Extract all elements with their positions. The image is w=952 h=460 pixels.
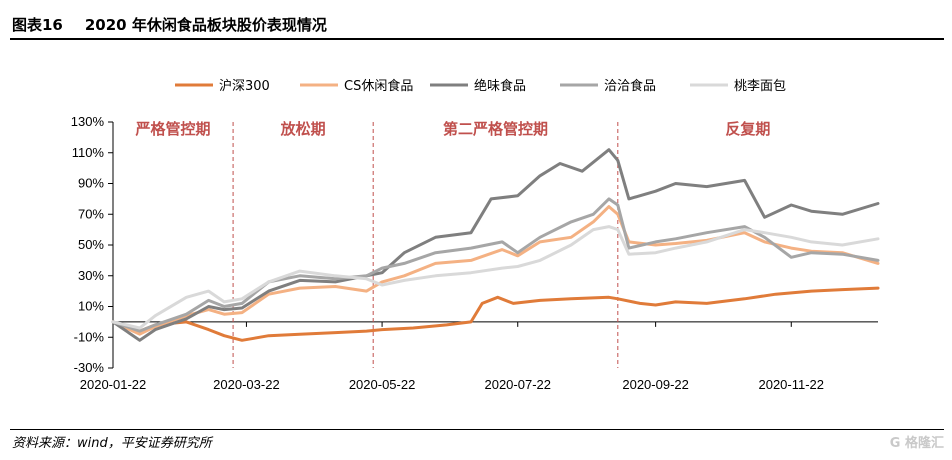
source-note: 资料来源：wind，平安证券研究所	[12, 436, 212, 451]
series-line	[111, 286, 880, 342]
legend-label: 沪深300	[219, 78, 270, 94]
legend-label: 洽洽食品	[604, 78, 656, 94]
source-rule	[10, 429, 944, 430]
figure-title: 图表16 2020 年休闲食品板块股价表现情况	[12, 14, 327, 35]
watermark-logo: G 格隆汇	[889, 436, 944, 451]
figure-title-text: 2020 年休闲食品板块股价表现情况	[84, 16, 327, 34]
y-tick-label: 50%	[78, 237, 104, 252]
figure-number: 图表16	[12, 16, 63, 34]
series-line	[111, 205, 880, 336]
phase-label: 第二严格管控期	[443, 120, 548, 138]
title-rule	[10, 38, 944, 40]
x-tick-label: 2020-09-22	[622, 377, 689, 392]
y-tick-label: 30%	[78, 268, 104, 283]
series-line	[111, 225, 880, 330]
y-tick-label: 90%	[78, 176, 104, 191]
x-tick-label: 2020-05-22	[349, 377, 416, 392]
x-tick-label: 2020-11-22	[758, 377, 824, 392]
y-tick-label: 130%	[71, 114, 105, 129]
x-tick-label: 2020-01-22	[80, 377, 147, 392]
y-tick-label: -10%	[74, 329, 105, 344]
legend-label: 绝味食品	[474, 78, 526, 94]
phase-label: 严格管控期	[135, 120, 211, 138]
x-tick-label: 2020-03-22	[213, 377, 280, 392]
y-tick-label: 70%	[78, 206, 104, 221]
legend-label: CS休闲食品	[344, 78, 413, 94]
y-tick-label: 10%	[78, 299, 104, 314]
y-tick-label: 110%	[72, 145, 105, 160]
x-tick-label: 2020-07-22	[484, 377, 551, 392]
phase-label: 放松期	[280, 120, 326, 138]
phase-label: 反复期	[725, 120, 770, 138]
legend-label: 桃李面包	[734, 79, 786, 94]
y-tick-label: -30%	[74, 360, 105, 375]
series-line	[111, 197, 880, 333]
series-line	[111, 148, 880, 342]
line-chart: -30% -10% 10% 30% 50% 70% 90% 110% 130% 2020-01-2…	[71, 78, 880, 392]
